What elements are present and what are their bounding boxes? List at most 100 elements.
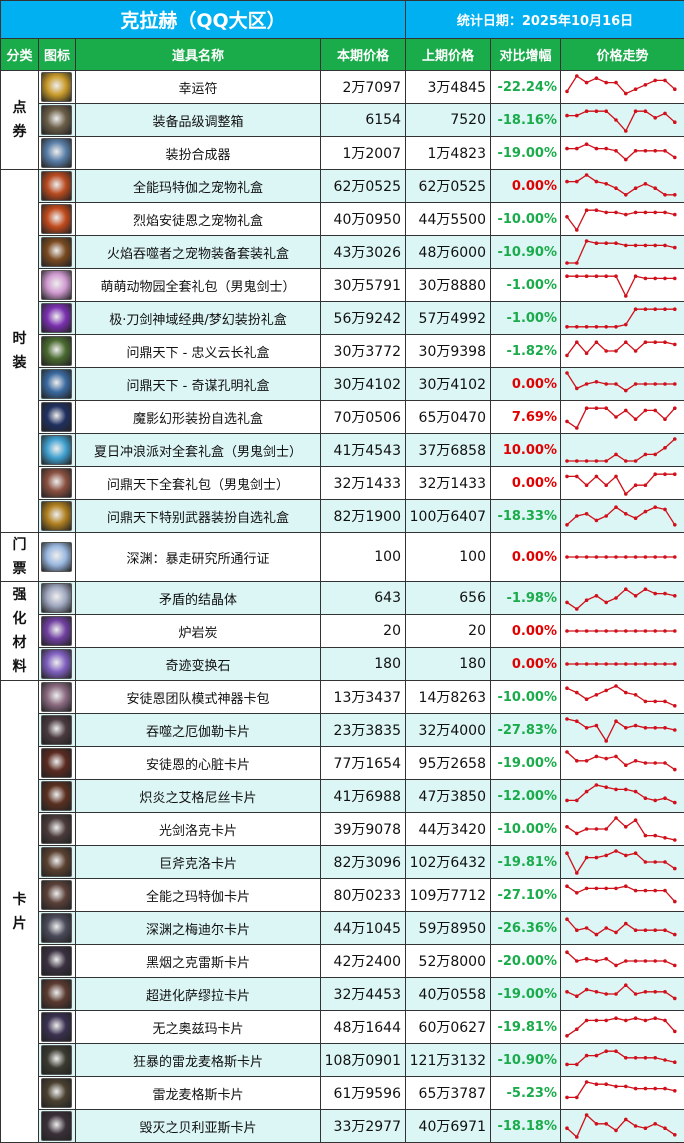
trend-point [644,797,648,801]
item-icon [41,270,72,300]
trend-point [565,114,569,118]
price-change: -10.90% [491,1044,561,1077]
header-trend: 价格走势 [561,39,684,71]
item-icon-cell [39,714,76,747]
item-icon-cell [39,582,76,615]
item-name: 光剑洛克卡片 [76,813,321,846]
trend-point [653,726,657,730]
item-icon [41,402,72,432]
trend-point [575,555,579,559]
previous-price: 30万9398 [406,335,491,368]
item-icon-cell [39,615,76,648]
trend-point [673,213,677,217]
item-icon-cell [39,104,76,137]
trend-point [585,759,589,763]
price-change: -19.81% [491,846,561,879]
trend-line [567,241,675,263]
trend-point [614,211,618,215]
trend-point [614,817,618,821]
trend-point [604,274,608,278]
trend-point [653,149,657,153]
trend-point [624,389,628,393]
trend-line [567,342,675,355]
trend-point [634,1087,638,1091]
category-cell: 强化材料 [1,582,39,681]
trend-point [614,475,618,479]
trend-point [595,724,599,728]
trend-point [624,662,628,666]
trend-point [614,1129,618,1133]
trend-point [634,1056,638,1060]
trend-point [575,341,579,345]
trend-line [567,373,675,391]
trend-cell [561,335,684,368]
trend-point [653,861,657,865]
trend-point [673,1133,677,1137]
trend-point [575,114,579,118]
trend-line [567,111,675,131]
previous-price: 59万8950 [406,912,491,945]
current-price: 1万2007 [321,137,406,170]
trend-point [673,964,677,968]
trend-point [634,724,638,728]
current-price: 39万9078 [321,813,406,846]
item-icon-cell [39,846,76,879]
trend-point [673,555,677,559]
trend-cell [561,615,684,648]
trend-point [624,323,628,327]
price-change: -26.36% [491,912,561,945]
item-icon [41,435,72,465]
current-price: 43万3026 [321,236,406,269]
item-name: 问鼎天下全套礼包（男鬼剑士） [76,467,321,500]
current-price: 82万1900 [321,500,406,533]
item-name: 问鼎天下 - 忠义云长礼盒 [76,335,321,368]
trend-point [565,215,569,219]
trend-sparkline [561,302,684,334]
trend-point [604,828,608,832]
trend-point [595,475,599,479]
item-icon-cell [39,879,76,912]
item-name: 极·刀剑神域经典/梦幻装扮礼盒 [76,302,321,335]
trend-cell [561,747,684,780]
previous-price: 60万0627 [406,1011,491,1044]
trend-point [575,1096,579,1100]
trend-point [595,693,599,697]
price-change: 10.00% [491,434,561,467]
trend-point [575,387,579,391]
trend-point [595,990,599,994]
trend-cell [561,912,684,945]
trend-point [624,1056,628,1060]
item-icon [41,1078,72,1108]
trend-point [644,109,648,113]
trend-point [624,341,628,345]
trend-point [565,261,569,265]
trend-line [567,719,675,741]
trend-point [644,382,648,386]
trend-point [673,594,677,598]
item-icon [41,105,72,135]
trend-point [634,759,638,763]
trend-point [575,74,579,78]
trend-sparkline [561,71,684,103]
trend-point [673,246,677,250]
item-icon-cell [39,170,76,203]
item-icon-cell [39,648,76,681]
trend-point [614,1017,618,1021]
trend-point [634,149,638,153]
trend-point [575,1063,579,1067]
trend-cell [561,401,684,434]
price-change: -10.90% [491,236,561,269]
price-change: -5.23% [491,1077,561,1110]
trend-line [567,1115,675,1137]
item-name: 巨斧克洛卡片 [76,846,321,879]
trend-point [585,599,589,603]
trend-point [604,147,608,151]
item-icon [41,847,72,877]
trend-point [634,349,638,353]
current-price: 32万4453 [321,978,406,1011]
